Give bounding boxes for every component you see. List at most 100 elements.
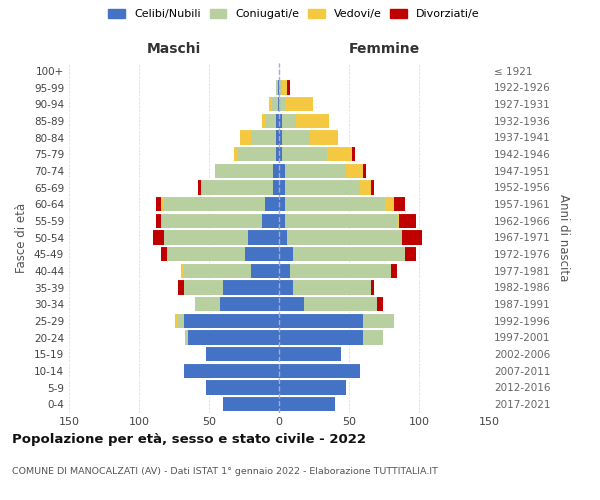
Bar	[279, 197, 284, 211]
Bar	[276, 80, 278, 94]
Bar	[405, 247, 416, 261]
Text: Femmine: Femmine	[349, 42, 419, 56]
Bar	[310, 130, 338, 144]
Bar	[282, 114, 296, 128]
Bar	[402, 230, 422, 244]
Bar	[262, 114, 265, 128]
Bar	[245, 247, 279, 261]
Bar	[161, 197, 164, 211]
Bar	[262, 214, 279, 228]
Bar	[167, 247, 245, 261]
Y-axis label: Anni di nascita: Anni di nascita	[557, 194, 570, 281]
Bar	[279, 380, 346, 394]
Bar	[287, 80, 290, 94]
Bar	[220, 297, 279, 311]
Bar	[156, 197, 161, 211]
Bar	[274, 164, 279, 178]
Bar	[181, 264, 184, 278]
Bar	[296, 114, 329, 128]
Bar	[164, 197, 265, 211]
Text: Maschi: Maschi	[147, 42, 201, 56]
Bar	[178, 314, 184, 328]
Bar	[223, 280, 279, 294]
Bar	[371, 280, 374, 294]
Bar	[279, 147, 282, 161]
Bar	[346, 164, 363, 178]
Bar	[360, 180, 371, 194]
Bar	[363, 330, 383, 344]
Bar	[284, 97, 313, 112]
Bar	[248, 230, 279, 244]
Bar	[153, 230, 164, 244]
Bar	[184, 314, 279, 328]
Y-axis label: Fasce di età: Fasce di età	[16, 202, 28, 272]
Bar	[279, 330, 363, 344]
Bar	[161, 247, 167, 261]
Bar	[278, 97, 279, 112]
Bar	[178, 280, 184, 294]
Bar	[377, 297, 383, 311]
Bar	[284, 197, 385, 211]
Bar	[188, 330, 279, 344]
Bar	[284, 164, 346, 178]
Bar	[161, 214, 262, 228]
Bar	[251, 130, 276, 144]
Text: Popolazione per età, sesso e stato civile - 2022: Popolazione per età, sesso e stato civil…	[12, 432, 366, 446]
Bar	[278, 80, 279, 94]
Bar	[326, 147, 352, 161]
Bar	[265, 197, 279, 211]
Bar	[293, 247, 405, 261]
Bar	[198, 180, 200, 194]
Bar	[279, 397, 335, 411]
Bar	[265, 114, 276, 128]
Bar	[274, 180, 279, 194]
Bar	[279, 114, 282, 128]
Bar	[279, 364, 360, 378]
Bar	[279, 230, 287, 244]
Bar	[276, 130, 279, 144]
Bar	[272, 97, 278, 112]
Bar	[363, 314, 394, 328]
Bar	[282, 80, 287, 94]
Bar	[284, 180, 360, 194]
Legend: Celibi/Nubili, Coniugati/e, Vedovi/e, Divorziati/e: Celibi/Nubili, Coniugati/e, Vedovi/e, Di…	[105, 6, 483, 22]
Bar	[363, 164, 366, 178]
Bar	[184, 264, 251, 278]
Bar	[251, 264, 279, 278]
Bar	[371, 180, 374, 194]
Bar	[279, 130, 282, 144]
Bar	[185, 330, 188, 344]
Bar	[287, 230, 402, 244]
Bar	[269, 97, 272, 112]
Bar	[279, 314, 363, 328]
Bar	[175, 314, 178, 328]
Bar	[284, 214, 397, 228]
Bar	[215, 164, 274, 178]
Bar	[282, 130, 310, 144]
Bar	[352, 147, 355, 161]
Bar	[237, 147, 276, 161]
Bar	[394, 197, 405, 211]
Bar	[206, 347, 279, 361]
Bar	[206, 380, 279, 394]
Bar	[164, 230, 248, 244]
Bar	[276, 147, 279, 161]
Bar	[195, 297, 220, 311]
Bar	[400, 214, 416, 228]
Bar	[279, 297, 304, 311]
Bar	[279, 264, 290, 278]
Bar	[279, 247, 293, 261]
Bar	[279, 80, 282, 94]
Bar	[184, 280, 223, 294]
Bar	[290, 264, 391, 278]
Bar	[293, 280, 371, 294]
Bar	[223, 397, 279, 411]
Bar	[279, 164, 284, 178]
Bar	[279, 214, 284, 228]
Bar	[279, 280, 293, 294]
Bar	[276, 114, 279, 128]
Bar	[200, 180, 274, 194]
Bar	[234, 147, 237, 161]
Bar	[279, 180, 284, 194]
Bar	[240, 130, 251, 144]
